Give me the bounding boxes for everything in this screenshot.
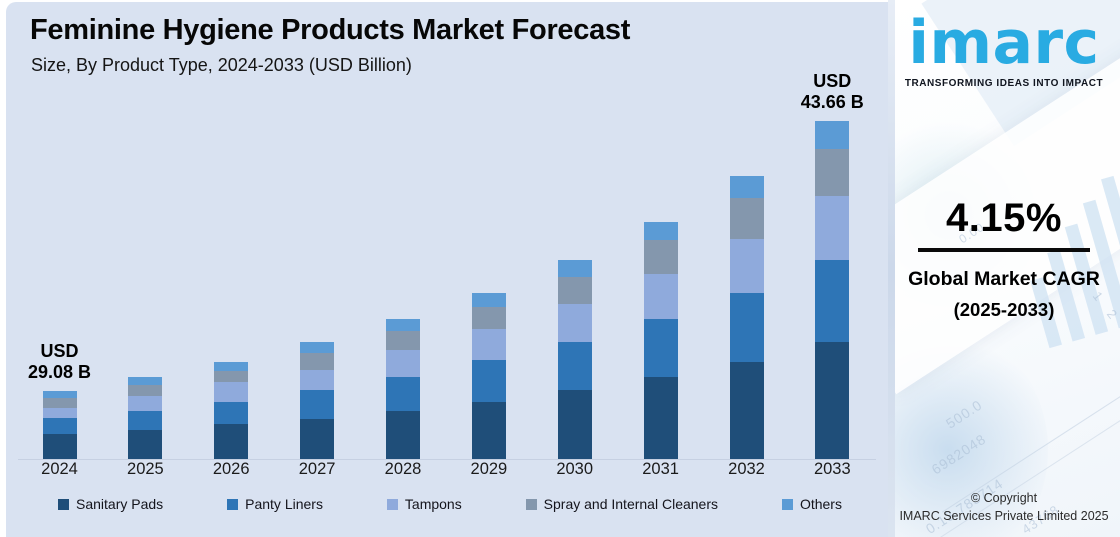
legend-label-tampons: Tampons	[404, 496, 462, 512]
bar-segment-2032-tampons	[729, 239, 764, 293]
bar-segment-2029-sanitary-pads	[471, 402, 506, 459]
bar-segment-2025-panty-liners	[128, 411, 163, 430]
imarc-tagline: TRANSFORMING IDEAS INTO IMPACT	[904, 78, 1104, 89]
bar-segment-2027-spray-and-internal-cleaners	[300, 353, 335, 370]
legend-item-others: Others	[781, 496, 842, 512]
bar-segment-2031-sanitary-pads	[643, 377, 678, 459]
value-label-2033: USD 43.66 B	[800, 71, 864, 112]
x-axis-label-2032: 2032	[728, 460, 765, 478]
bar-segment-2027-panty-liners	[300, 390, 335, 419]
copyright-line1: © Copyright	[970, 491, 1038, 505]
x-axis-label-2027: 2027	[298, 460, 336, 478]
x-axis-label-2033: 2033	[813, 460, 851, 478]
bar-segment-2032-spray-and-internal-cleaners	[729, 198, 764, 239]
bar-segment-2033-spray-and-internal-cleaners	[815, 149, 850, 196]
legend-swatch-others	[781, 498, 793, 510]
chart-title: Feminine Hygiene Products Market Forecas…	[30, 14, 631, 46]
bar-segment-2025-others	[128, 377, 163, 385]
x-axis-label-2028: 2028	[384, 460, 422, 478]
x-axis-label-2024: 2024	[41, 460, 78, 478]
bar-segment-2027-tampons	[300, 370, 335, 390]
bar-segment-2028-others	[386, 319, 420, 331]
legend-item-tampons: Tampons	[386, 496, 462, 512]
x-axis-label-2029: 2029	[470, 460, 508, 478]
chart-card: Feminine Hygiene Products Market Forecas…	[6, 2, 888, 537]
bar-segment-2031-tampons	[643, 274, 678, 319]
bar-segment-2029-spray-and-internal-cleaners	[471, 307, 506, 329]
chart-subtitle: Size, By Product Type, 2024-2033 (USD Bi…	[31, 55, 412, 75]
plot-area: 2024 2025 2026 2027 2028 2029 2030 2031 2032 2033…	[6, 2, 888, 537]
bar-segment-2027-sanitary-pads	[300, 419, 335, 459]
legend-swatch-tampons	[386, 498, 398, 510]
bar-segment-2026-tampons	[214, 382, 249, 402]
bar-segment-2030-spray-and-internal-cleaners	[557, 277, 592, 304]
bar-segment-2030-sanitary-pads	[557, 390, 592, 459]
imarc-logo: imarc	[908, 8, 1100, 78]
legend-label-sanitary-pads: Sanitary Pads	[76, 496, 164, 512]
bar-segment-2025-spray-and-internal-cleaners	[128, 385, 163, 396]
bar-segment-2025-tampons	[128, 396, 163, 411]
imarc-logo-block: imarc TRANSFORMING IDEAS INTO IMPACT	[888, 6, 1120, 89]
bar-segment-2033-panty-liners	[815, 260, 850, 342]
legend-label-others: Others	[799, 496, 842, 512]
legend-swatch-panty-liners	[227, 498, 239, 510]
x-axis-label-2026: 2026	[212, 460, 250, 478]
x-axis-label-2031: 2031	[642, 460, 679, 478]
legend-label-panty-liners: Panty Liners	[245, 496, 323, 512]
x-axis-line	[18, 459, 876, 460]
x-axis-label-2025: 2025	[127, 460, 164, 478]
bar-segment-2030-others	[557, 260, 592, 277]
bar-segment-2033-sanitary-pads	[815, 342, 850, 459]
bar-segment-2032-others	[729, 176, 764, 198]
bar-segment-2030-panty-liners	[557, 342, 592, 390]
bar-segment-2029-tampons	[471, 329, 506, 360]
bar-segment-2028-sanitary-pads	[386, 411, 420, 459]
bar-segment-2030-tampons	[557, 304, 592, 342]
bar-segment-2024-others	[42, 391, 77, 398]
cagr-block: 4.15% Global Market CAGR (2025-2033)	[888, 196, 1120, 321]
bar-segment-2026-others	[214, 362, 249, 371]
sidebar: 0.00 500.0 1 2 3 4 6982048 0.13 783714 4…	[888, 0, 1120, 537]
bar-segment-2029-others	[471, 293, 506, 307]
bar-segment-2026-spray-and-internal-cleaners	[214, 371, 249, 382]
bar-segment-2032-sanitary-pads	[729, 362, 764, 459]
legend-label-spray-and-internal-cleaners: Spray and Internal Cleaners	[543, 496, 718, 512]
cagr-value: 4.15%	[946, 196, 1062, 240]
bar-segment-2027-others	[300, 342, 335, 353]
bar-segment-2024-sanitary-pads	[42, 434, 77, 459]
bar-segment-2024-spray-and-internal-cleaners	[42, 398, 77, 408]
bar-segment-2026-sanitary-pads	[214, 424, 249, 459]
bar-segment-2033-others	[815, 121, 850, 149]
cagr-period: (2025-2033)	[953, 299, 1055, 320]
cagr-label: Global Market CAGR	[908, 268, 1100, 290]
value-label-2024: USD 29.08 B	[27, 341, 92, 382]
bar-segment-2024-tampons	[42, 408, 77, 418]
bar-segment-2028-spray-and-internal-cleaners	[386, 331, 420, 350]
legend-swatch-sanitary-pads	[58, 498, 69, 510]
bar-segment-2031-spray-and-internal-cleaners	[643, 240, 678, 274]
legend-swatch-spray-and-internal-cleaners	[525, 498, 537, 510]
copyright-block: © Copyright IMARC Services Private Limit…	[888, 489, 1120, 525]
cagr-underline	[918, 248, 1090, 252]
bar-segment-2033-tampons	[815, 196, 850, 260]
copyright-line2: IMARC Services Private Limited 2025	[899, 509, 1109, 523]
bar-segment-2031-panty-liners	[643, 319, 678, 377]
bar-segment-2029-panty-liners	[471, 360, 506, 402]
bar-segment-2028-tampons	[386, 350, 420, 377]
bar-segment-2024-panty-liners	[42, 418, 77, 434]
bar-segment-2031-others	[643, 222, 678, 240]
bar-segment-2032-panty-liners	[729, 293, 764, 362]
decor-left-strip	[888, 0, 895, 537]
x-axis-label-2030: 2030	[556, 460, 594, 478]
legend: Sanitary Pads Panty Liners Tampons Spray an…	[58, 496, 842, 512]
legend-item-spray-and-internal-cleaners: Spray and Internal Cleaners	[525, 496, 718, 512]
bar-segment-2026-panty-liners	[214, 402, 249, 424]
legend-item-panty-liners: Panty Liners	[227, 496, 323, 512]
bar-segment-2028-panty-liners	[386, 377, 420, 411]
bar-segment-2025-sanitary-pads	[128, 430, 163, 459]
legend-item-sanitary-pads: Sanitary Pads	[58, 496, 163, 512]
